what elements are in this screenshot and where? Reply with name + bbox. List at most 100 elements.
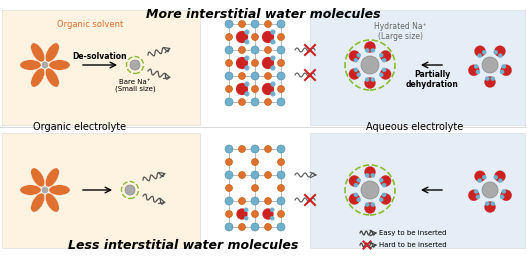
Text: Easy to be inserted: Easy to be inserted	[379, 230, 446, 236]
Circle shape	[265, 198, 271, 205]
Circle shape	[349, 194, 360, 205]
Circle shape	[244, 216, 248, 220]
Circle shape	[251, 211, 259, 217]
Circle shape	[125, 185, 135, 195]
Circle shape	[277, 145, 285, 153]
Circle shape	[236, 83, 248, 95]
Circle shape	[349, 69, 360, 79]
Ellipse shape	[20, 60, 41, 70]
Circle shape	[239, 99, 246, 106]
Circle shape	[491, 76, 495, 81]
Circle shape	[270, 30, 276, 35]
Circle shape	[498, 53, 503, 58]
Circle shape	[245, 82, 249, 86]
Circle shape	[270, 207, 275, 212]
Circle shape	[270, 39, 276, 44]
Circle shape	[493, 50, 498, 54]
Circle shape	[239, 146, 246, 152]
Bar	[310, 133, 525, 248]
Circle shape	[498, 179, 503, 183]
Circle shape	[251, 46, 259, 54]
Circle shape	[365, 42, 376, 52]
Circle shape	[251, 60, 259, 67]
Circle shape	[354, 58, 358, 62]
Circle shape	[365, 48, 369, 53]
Circle shape	[265, 223, 271, 230]
Circle shape	[482, 182, 498, 198]
Ellipse shape	[45, 193, 59, 212]
Circle shape	[278, 60, 285, 67]
Ellipse shape	[45, 43, 59, 62]
Circle shape	[482, 175, 486, 180]
Circle shape	[365, 203, 369, 207]
Circle shape	[357, 72, 361, 77]
Circle shape	[262, 57, 274, 69]
Circle shape	[226, 211, 232, 217]
Circle shape	[382, 68, 386, 72]
Circle shape	[361, 56, 379, 74]
Ellipse shape	[49, 185, 70, 195]
Circle shape	[265, 146, 271, 152]
Circle shape	[485, 76, 490, 81]
Text: Organic electrolyte: Organic electrolyte	[33, 122, 126, 132]
Circle shape	[251, 34, 259, 41]
Circle shape	[500, 70, 504, 74]
Circle shape	[494, 46, 505, 57]
Circle shape	[245, 30, 249, 35]
Circle shape	[226, 158, 232, 165]
Circle shape	[357, 178, 361, 182]
Circle shape	[357, 198, 361, 202]
Circle shape	[278, 34, 285, 41]
Circle shape	[278, 85, 285, 93]
Circle shape	[270, 66, 276, 70]
Circle shape	[502, 189, 506, 194]
Circle shape	[365, 77, 376, 88]
Circle shape	[278, 158, 285, 165]
Ellipse shape	[31, 68, 45, 87]
Circle shape	[245, 66, 249, 70]
Bar	[2, 10, 200, 125]
Circle shape	[370, 48, 375, 53]
Circle shape	[379, 53, 384, 58]
Circle shape	[277, 197, 285, 205]
Circle shape	[484, 77, 495, 87]
Circle shape	[354, 68, 358, 72]
Circle shape	[474, 64, 479, 69]
Circle shape	[262, 83, 274, 95]
Text: More interstitial water molecules: More interstitial water molecules	[146, 8, 381, 21]
Circle shape	[370, 77, 375, 82]
Bar	[2, 133, 200, 248]
Circle shape	[245, 55, 249, 61]
Circle shape	[237, 208, 248, 220]
Circle shape	[270, 82, 276, 86]
Circle shape	[225, 171, 233, 179]
Circle shape	[42, 61, 48, 69]
Circle shape	[469, 190, 480, 201]
Ellipse shape	[20, 185, 41, 195]
Circle shape	[251, 98, 259, 106]
Circle shape	[251, 20, 259, 28]
Circle shape	[251, 171, 259, 179]
Circle shape	[225, 197, 233, 205]
Circle shape	[493, 175, 498, 180]
Circle shape	[382, 58, 386, 62]
Circle shape	[380, 51, 391, 61]
Circle shape	[365, 203, 376, 214]
Circle shape	[265, 20, 271, 28]
Circle shape	[262, 31, 274, 43]
Circle shape	[361, 181, 379, 199]
Circle shape	[236, 31, 248, 43]
Bar	[310, 10, 525, 125]
Circle shape	[474, 46, 485, 57]
Circle shape	[365, 173, 369, 178]
Circle shape	[482, 50, 486, 54]
Circle shape	[239, 72, 246, 79]
Circle shape	[277, 171, 285, 179]
Circle shape	[354, 183, 358, 187]
Circle shape	[474, 171, 485, 182]
Circle shape	[226, 34, 232, 41]
Circle shape	[265, 172, 271, 179]
Circle shape	[469, 65, 480, 76]
Text: Aqueous electrolyte: Aqueous electrolyte	[366, 122, 464, 132]
Circle shape	[239, 46, 246, 53]
